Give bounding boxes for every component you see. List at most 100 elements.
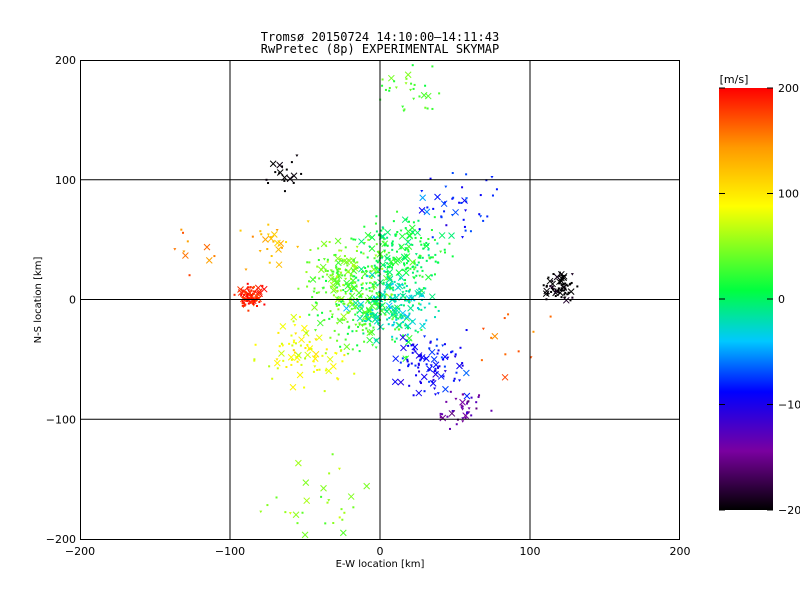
data-point	[351, 282, 354, 285]
data-point	[449, 390, 452, 393]
data-point	[440, 356, 443, 359]
data-point	[361, 282, 364, 285]
x-tick-label: 0	[377, 545, 384, 558]
data-point	[383, 296, 386, 299]
data-point	[365, 327, 368, 330]
data-point-triangle	[313, 365, 317, 368]
data-point	[376, 284, 379, 287]
data-point	[371, 309, 374, 312]
data-point	[248, 290, 251, 293]
data-point-cross	[366, 329, 374, 337]
data-point-cross	[368, 234, 376, 241]
data-point	[409, 267, 412, 270]
data-point	[417, 302, 420, 305]
data-point	[413, 348, 416, 351]
y-axis-label: N-S location [km]	[33, 257, 44, 344]
data-point-cross	[334, 255, 342, 262]
data-point	[465, 329, 468, 332]
data-point	[363, 225, 366, 228]
data-point	[347, 326, 350, 329]
data-point-cross	[318, 266, 325, 274]
data-point	[423, 390, 426, 393]
data-point	[285, 241, 288, 244]
data-point	[335, 304, 338, 307]
data-point	[420, 237, 423, 240]
data-point	[551, 280, 554, 283]
data-point	[405, 339, 408, 342]
data-point	[340, 349, 343, 352]
data-point	[310, 347, 313, 350]
data-point	[443, 343, 446, 346]
data-point	[369, 324, 372, 327]
data-point	[343, 354, 346, 357]
data-point	[443, 248, 446, 251]
data-point	[407, 363, 410, 366]
data-point	[247, 286, 250, 289]
data-point	[426, 243, 429, 246]
data-point	[343, 255, 346, 258]
chart-title: Tromsø 20150724 14:10:00–14:11:43	[260, 30, 500, 44]
y-tick-label: 0	[69, 294, 76, 307]
data-point-cross	[274, 239, 281, 247]
data-point	[440, 216, 443, 219]
data-point	[182, 231, 185, 234]
data-point	[311, 296, 314, 299]
data-point	[291, 344, 294, 347]
data-point-triangle	[461, 420, 465, 423]
data-point	[569, 299, 572, 302]
data-point-cross	[401, 216, 409, 224]
data-point	[517, 350, 520, 353]
data-point	[353, 275, 356, 278]
data-point	[400, 303, 403, 306]
data-point-cross	[419, 194, 427, 202]
data-point	[332, 270, 335, 273]
data-point	[328, 241, 331, 244]
data-point	[365, 269, 368, 272]
data-point-triangle	[380, 256, 384, 260]
data-point	[407, 260, 410, 263]
data-point-cross	[273, 359, 281, 367]
data-point-cross	[403, 314, 410, 322]
data-point-triangle	[295, 154, 299, 157]
data-point	[331, 277, 334, 280]
data-point	[356, 266, 359, 269]
data-point	[434, 306, 437, 309]
data-point	[490, 336, 493, 339]
data-point	[369, 312, 372, 315]
data-point	[272, 240, 275, 243]
data-point	[419, 240, 422, 243]
data-point	[425, 241, 428, 244]
data-point-cross	[452, 208, 459, 216]
data-point	[331, 273, 334, 276]
data-point	[328, 472, 331, 475]
data-point-triangle	[182, 250, 186, 253]
data-point	[554, 295, 557, 298]
data-point	[566, 284, 569, 287]
data-point-triangle	[443, 370, 447, 373]
data-point	[437, 309, 440, 312]
data-point	[250, 289, 253, 292]
data-point	[336, 339, 339, 342]
data-point	[249, 286, 252, 289]
data-point	[412, 221, 415, 224]
data-point-cross	[276, 169, 284, 176]
data-point-cross	[276, 161, 284, 169]
data-point	[413, 83, 416, 86]
data-point	[398, 307, 401, 310]
data-point	[424, 357, 427, 360]
data-point-cross	[327, 275, 335, 283]
data-point-triangle	[339, 300, 343, 304]
data-point	[267, 223, 270, 226]
data-point	[439, 416, 442, 419]
data-point-triangle	[244, 292, 248, 296]
data-point	[430, 256, 433, 259]
data-point	[434, 316, 437, 319]
data-point-triangle	[353, 238, 357, 242]
data-point	[407, 327, 410, 330]
data-point	[478, 394, 481, 397]
data-point	[284, 511, 287, 514]
data-point	[399, 314, 402, 317]
data-point-cross	[368, 328, 376, 336]
data-point	[532, 330, 535, 333]
data-point	[241, 302, 244, 305]
